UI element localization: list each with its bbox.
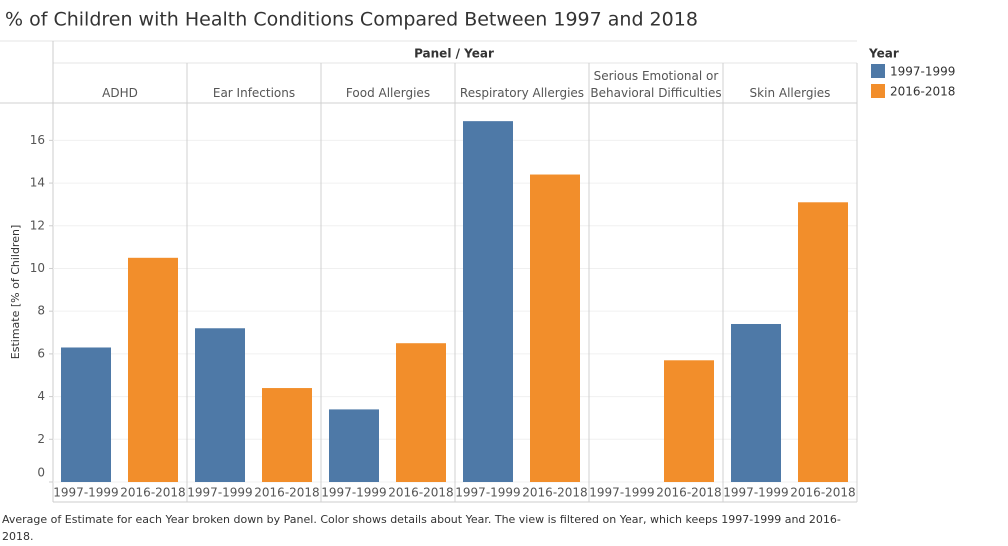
y-tick-label: 16 bbox=[30, 133, 45, 147]
bar bbox=[195, 328, 245, 482]
x-tick-label: 1997-1999 bbox=[589, 486, 654, 500]
y-tick-label: 12 bbox=[30, 218, 45, 232]
y-tick-label: 2 bbox=[37, 432, 45, 446]
x-tick-label: 1997-1999 bbox=[321, 486, 386, 500]
bar bbox=[664, 360, 714, 482]
panel-header-box: Ear Infections bbox=[212, 86, 296, 100]
bar bbox=[731, 323, 781, 482]
legend-label: 2016-2018 bbox=[890, 85, 955, 99]
y-axis-label: Estimate [% of Children] bbox=[9, 225, 22, 359]
y-tick-label: 8 bbox=[37, 304, 45, 318]
panel-label: Ear Infections bbox=[212, 86, 296, 100]
panel-label: Serious Emotional or Behavioral Difficul… bbox=[590, 69, 722, 100]
legend-swatch bbox=[871, 84, 885, 98]
y-tick-label: 0 bbox=[37, 466, 45, 480]
chart-title: % of Children with Health Conditions Com… bbox=[5, 9, 698, 31]
panel-label: Skin Allergies bbox=[749, 86, 831, 100]
x-tick-label: 2016-2018 bbox=[388, 486, 453, 500]
bar bbox=[530, 174, 580, 482]
y-tick-label: 6 bbox=[37, 346, 45, 360]
caption: Average of Estimate for each Year broken… bbox=[2, 513, 841, 543]
y-tick-label: 4 bbox=[37, 389, 45, 403]
bar bbox=[329, 409, 379, 482]
panel-label: Food Allergies bbox=[345, 86, 431, 100]
bar bbox=[262, 388, 312, 482]
panel-header-box: Respiratory Allergies bbox=[459, 86, 585, 100]
panel-label: ADHD bbox=[102, 86, 138, 100]
x-tick-label: 1997-1999 bbox=[187, 486, 252, 500]
column-header: Panel / Year bbox=[414, 47, 494, 61]
panel-label: Respiratory Allergies bbox=[459, 86, 585, 100]
legend-title: Year bbox=[868, 47, 899, 61]
x-tick-label: 1997-1999 bbox=[455, 486, 520, 500]
x-tick-label: 1997-1999 bbox=[53, 486, 118, 500]
x-tick-label: 2016-2018 bbox=[120, 486, 185, 500]
panel-header-box: ADHD bbox=[102, 86, 138, 100]
caption-box: Average of Estimate for each Year broken… bbox=[2, 513, 841, 543]
legend-label: 1997-1999 bbox=[890, 65, 955, 79]
x-tick-label: 2016-2018 bbox=[254, 486, 319, 500]
legend-swatch bbox=[871, 64, 885, 78]
panel-header-box: Food Allergies bbox=[345, 86, 431, 100]
bar bbox=[463, 121, 513, 482]
bar bbox=[798, 202, 848, 482]
panel-header-box: Skin Allergies bbox=[749, 86, 831, 100]
panel-header-box: Serious Emotional or Behavioral Difficul… bbox=[590, 69, 722, 100]
x-tick-label: 1997-1999 bbox=[723, 486, 788, 500]
x-tick-label: 2016-2018 bbox=[790, 486, 855, 500]
bar bbox=[396, 343, 446, 482]
bar bbox=[61, 347, 111, 482]
x-tick-label: 2016-2018 bbox=[522, 486, 587, 500]
y-tick-label: 14 bbox=[30, 176, 45, 190]
bar bbox=[128, 257, 178, 482]
y-tick-label: 10 bbox=[30, 261, 45, 275]
x-tick-label: 2016-2018 bbox=[656, 486, 721, 500]
